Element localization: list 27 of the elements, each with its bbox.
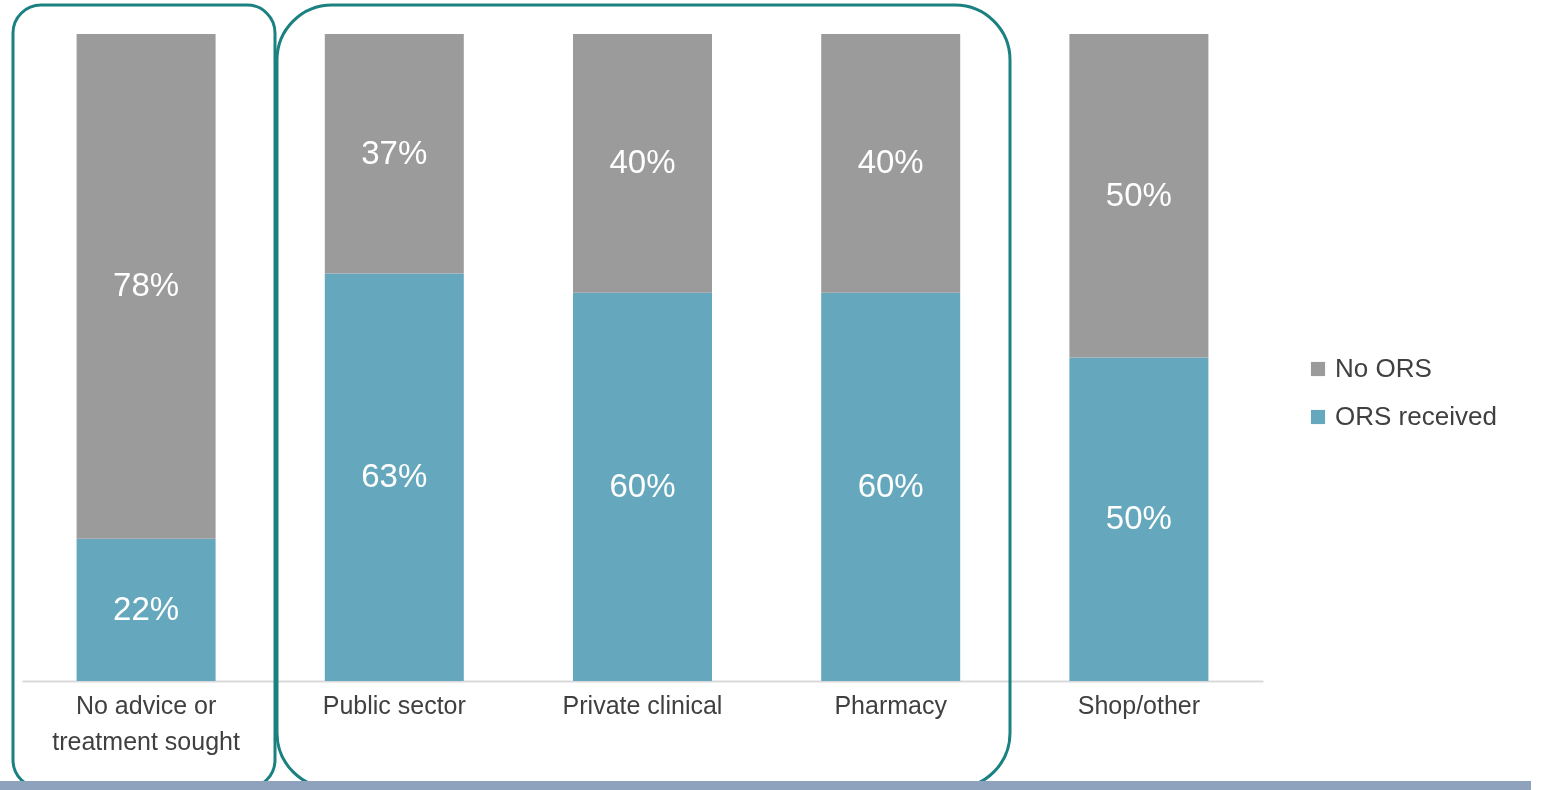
data-label: 22%	[113, 589, 180, 627]
bar	[573, 34, 712, 293]
bar	[821, 34, 961, 293]
x-tick-label: No advice or treatment sought	[52, 690, 240, 755]
data-label: 40%	[609, 143, 676, 181]
bar	[324, 273, 464, 681]
x-tick-label: Pharmacy	[834, 690, 948, 719]
data-label: 50%	[1105, 499, 1172, 537]
x-tick-label: Private clinical	[562, 690, 723, 719]
x-tick-label: Shop/other	[1077, 690, 1201, 719]
data-label: 37%	[361, 133, 428, 171]
bar	[76, 538, 216, 681]
legend-label: No ORS	[1335, 353, 1432, 383]
bar	[1069, 34, 1209, 358]
data-label: 63%	[361, 457, 428, 495]
data-label: 60%	[857, 466, 924, 504]
bar	[573, 292, 712, 681]
bar	[1069, 357, 1209, 681]
data-label: 50%	[1105, 175, 1172, 213]
data-label: 40%	[857, 143, 924, 181]
bar	[324, 34, 464, 274]
bar	[821, 292, 961, 681]
data-label: 78%	[113, 266, 180, 304]
bar	[76, 34, 216, 539]
legend-label: ORS received	[1335, 401, 1497, 431]
data-label: 60%	[609, 466, 676, 504]
x-tick-label: Public sector	[322, 690, 466, 719]
